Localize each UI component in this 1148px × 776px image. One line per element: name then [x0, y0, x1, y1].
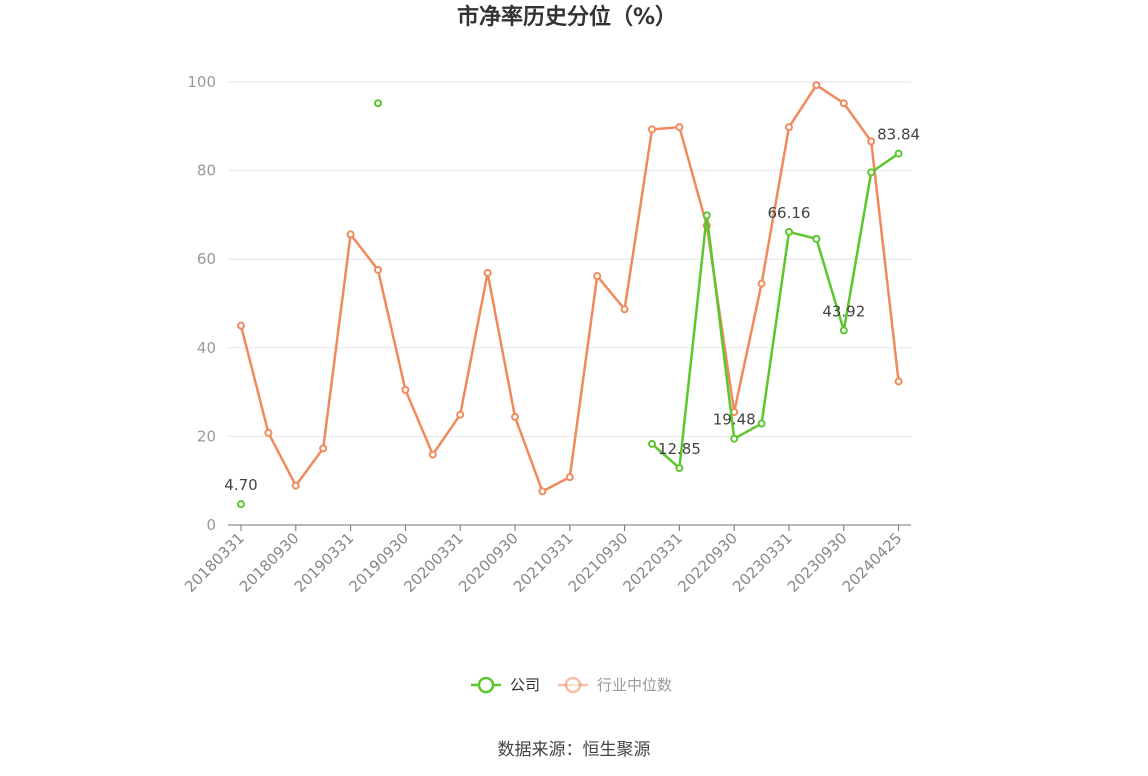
y-tick-label: 60	[197, 250, 216, 268]
data-point	[291, 481, 300, 490]
chart-title: 市净率历史分位（%）	[457, 4, 677, 30]
data-point	[648, 439, 656, 448]
data-point	[785, 227, 793, 236]
legend-marker	[564, 676, 582, 694]
data-point	[812, 81, 821, 90]
data-labels: 4.70 12.85 19.48 66.16 43.92 83.84	[224, 126, 920, 495]
data-point	[839, 99, 848, 108]
data-point	[675, 123, 684, 132]
y-axis: 0 20 40 60 80 100	[187, 73, 216, 534]
data-point	[346, 230, 355, 239]
data-point	[511, 412, 519, 421]
series-layer	[237, 81, 903, 509]
legend-label: 公司	[510, 676, 540, 694]
data-point	[374, 265, 382, 274]
data-point	[483, 268, 492, 277]
data-point	[237, 321, 245, 330]
data-label: 43.92	[822, 302, 865, 320]
series-line	[651, 152, 900, 470]
data-point	[812, 234, 821, 243]
data-point	[401, 385, 410, 394]
data-point	[264, 428, 273, 437]
data-point	[675, 464, 684, 473]
data-label: 4.70	[224, 476, 257, 494]
y-tick-label: 0	[206, 516, 216, 534]
legend[interactable]: 公司 行业中位数	[471, 676, 672, 694]
data-point	[757, 279, 766, 288]
y-tick-label: 20	[197, 427, 216, 445]
x-axis: 2018033120180930201903312019093020200331…	[181, 524, 911, 596]
data-point	[648, 125, 656, 134]
y-tick-label: 40	[197, 339, 216, 357]
legend-marker	[477, 676, 495, 694]
legend-label: 行业中位数	[597, 676, 672, 694]
data-point	[894, 377, 903, 386]
data-point	[319, 444, 328, 453]
source-note: 数据来源：恒生聚源	[498, 740, 651, 760]
data-label: 66.16	[768, 204, 811, 222]
data-label: 12.85	[658, 440, 701, 458]
data-point	[237, 500, 245, 509]
series-line	[239, 83, 900, 493]
y-tick-label: 80	[197, 162, 216, 180]
data-label: 19.48	[713, 411, 756, 429]
legend-item[interactable]: 行业中位数	[558, 676, 672, 694]
x-tick-label: 20240425	[839, 529, 906, 596]
data-point	[565, 473, 574, 482]
data-point	[839, 326, 848, 335]
data-point	[702, 211, 711, 220]
data-point	[730, 434, 739, 443]
data-point	[456, 410, 465, 419]
data-point	[757, 419, 766, 428]
data-label: 83.84	[877, 126, 920, 144]
data-point	[374, 99, 382, 108]
data-point	[867, 168, 876, 177]
legend-item[interactable]: 公司	[471, 676, 540, 694]
grid	[228, 81, 911, 437]
data-point	[867, 137, 876, 146]
data-point	[538, 487, 547, 496]
data-point	[894, 149, 903, 158]
data-point	[620, 305, 629, 314]
y-tick-label: 100	[187, 73, 216, 91]
data-point	[428, 450, 437, 459]
data-point	[593, 272, 602, 281]
data-point	[785, 123, 793, 132]
